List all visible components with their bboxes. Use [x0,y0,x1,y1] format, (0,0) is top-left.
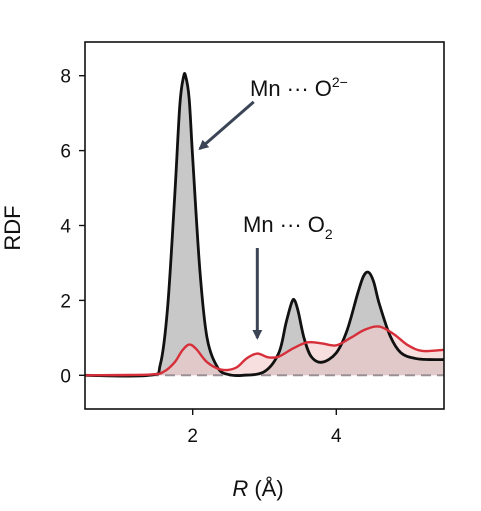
plot-frame [84,41,445,410]
x-tick-label: 4 [331,426,342,447]
annotation-mn-o2: Mn ··· O2 [243,212,333,242]
annotation-mn-o2minus-main: Mn ··· O [250,76,332,101]
x-tick-label: 2 [187,426,198,447]
y-axis-label: RDF [0,205,25,250]
annotation-mn-o2minus-sup: 2− [332,74,348,90]
x-axis-label: R (Å) [232,476,283,501]
ticks-layer: 0 2 4 6 8 2 4 [60,67,342,447]
series-0-area [85,73,444,377]
series-layer [84,72,445,378]
annotation-mn-o2-sub: 2 [325,226,333,242]
y-tick-label: 4 [60,217,71,238]
y-tick-label: 2 [60,291,71,312]
y-tick-label: 8 [60,67,71,88]
x-axis-variable: R [232,476,248,501]
x-axis-unit: (Å) [254,476,283,501]
annotation-mn-o2-main: Mn ··· O [243,212,325,237]
series-1-line [84,325,445,377]
y-tick-label: 6 [60,142,71,163]
annotation-mn-o2minus-arrow [198,100,255,151]
annotation-mn-o2minus: Mn ··· O2− [250,74,348,101]
y-tick-label: 0 [60,366,71,387]
series-0-line [84,72,445,378]
annotation-layer: Mn ··· O2− Mn ··· O2 [198,74,348,340]
